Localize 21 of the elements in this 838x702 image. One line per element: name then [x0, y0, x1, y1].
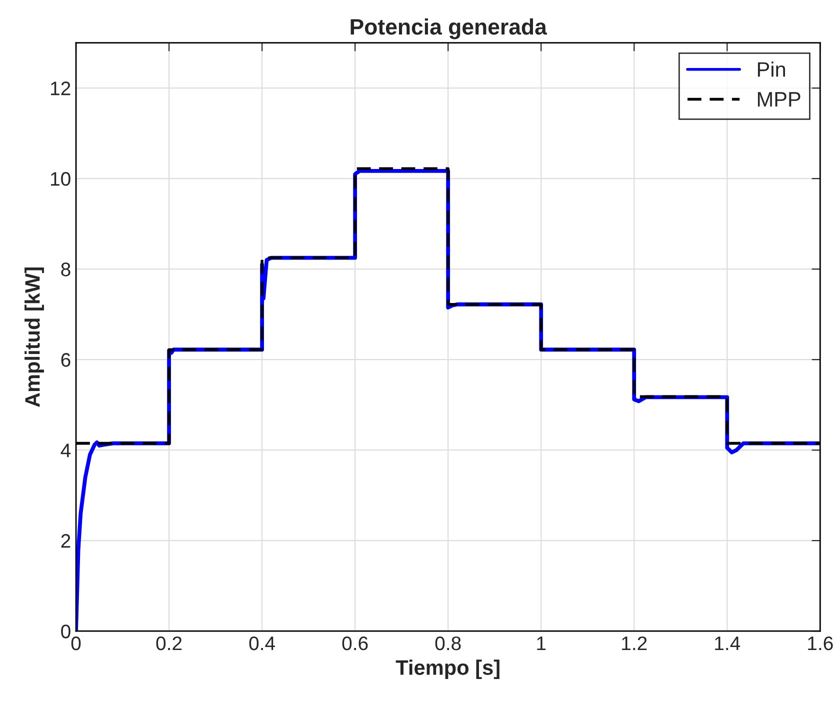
y-axis-title: Amplitud [kW] [24, 268, 44, 408]
y-tick-label: 8 [61, 262, 70, 276]
x-tick-label: 1.6 [808, 636, 833, 650]
x-tick-label: 0.8 [435, 636, 461, 650]
x-tick-label: 1 [537, 636, 546, 650]
y-tick-label: 10 [51, 172, 70, 186]
y-tick-label: 2 [61, 534, 70, 548]
legend-label: Pin [758, 62, 786, 77]
x-tick-label: 1.2 [622, 636, 647, 650]
x-tick-label: 0.2 [156, 636, 182, 650]
x-tick-label: 0.6 [342, 636, 368, 650]
x-tick-label: 1.4 [715, 636, 740, 650]
y-tick-label: 6 [61, 353, 70, 367]
legend-label: MPP [758, 92, 800, 107]
x-axis-title: Tiempo [s] [396, 660, 500, 680]
y-tick-label: 0 [61, 624, 70, 638]
x-tick-label: 0 [71, 636, 81, 650]
y-tick-label: 4 [60, 444, 71, 458]
x-tick-label: 0.4 [249, 636, 275, 650]
chart-title: Potencia generada [350, 18, 548, 40]
y-tick-label: 12 [51, 82, 70, 96]
